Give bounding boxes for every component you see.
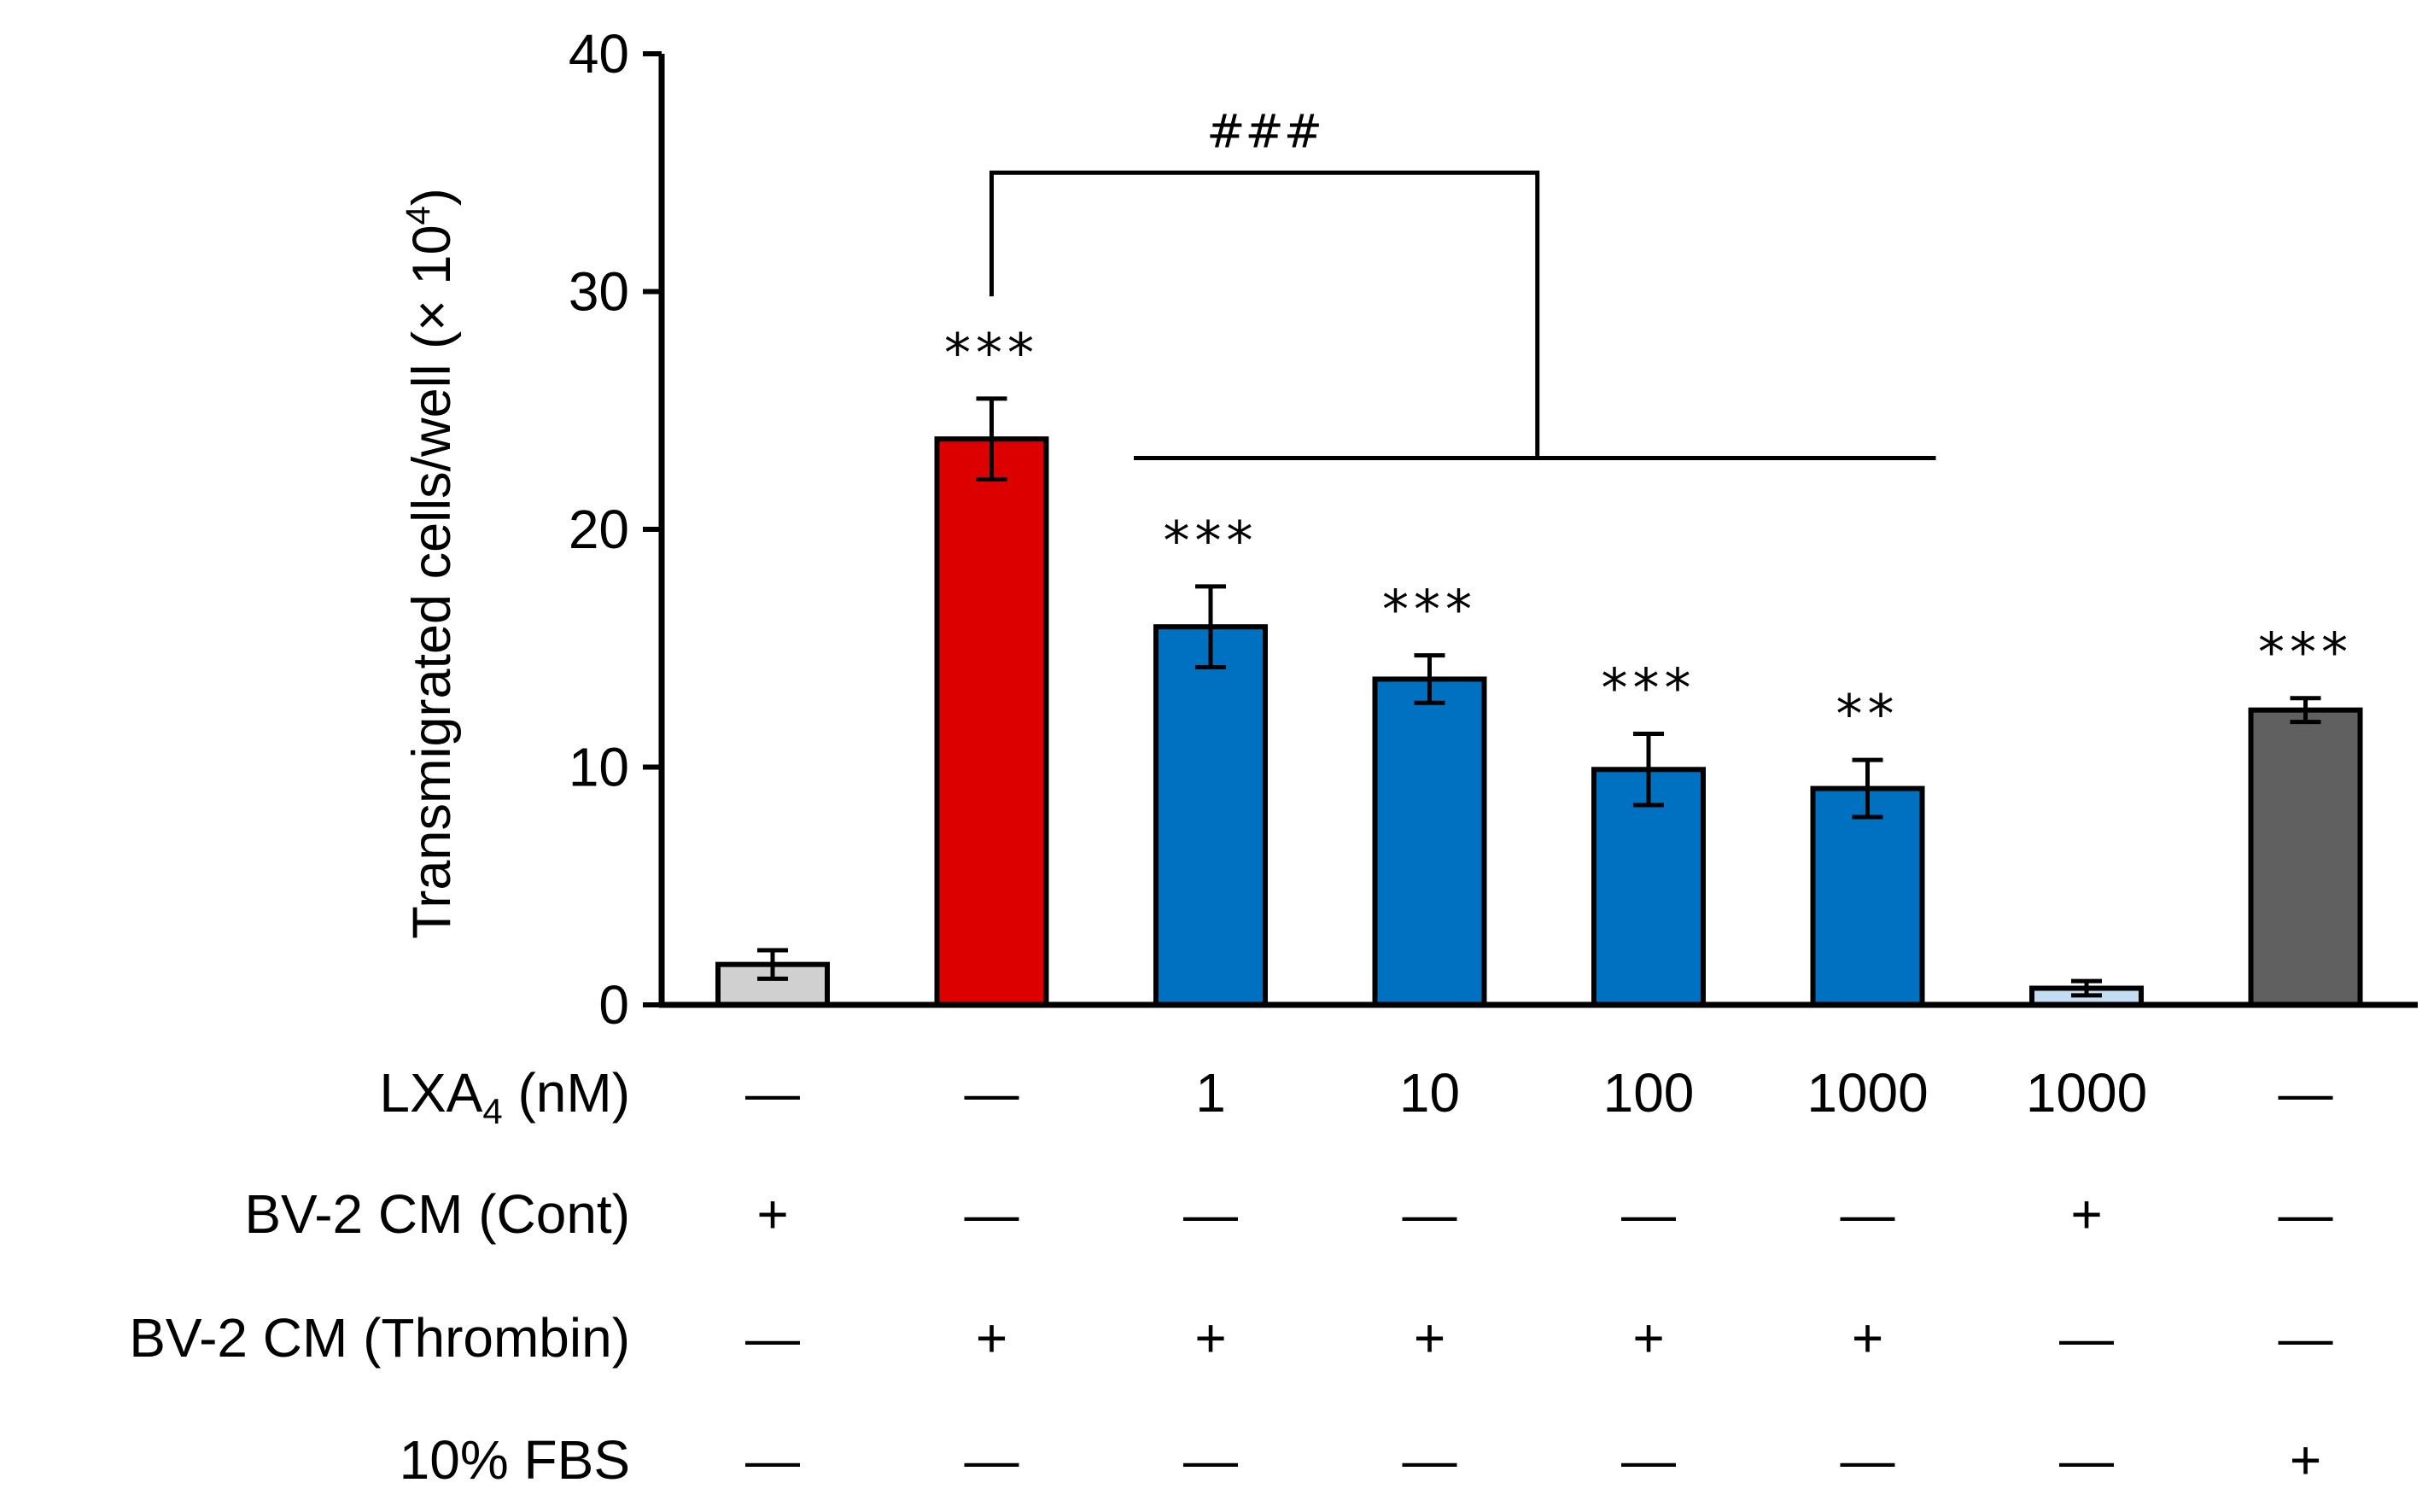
y-axis: 0 10 20 30 40 — [569, 23, 665, 1036]
condition-cell: — — [2279, 1062, 2333, 1124]
y-tick-label: 0 — [598, 974, 629, 1036]
condition-cell: + — [1852, 1307, 1883, 1369]
row-label-text: 10% FBS — [400, 1429, 630, 1491]
y-tick-label: 40 — [569, 23, 629, 85]
y-axis-label: Transmigrated cells/well (× 104) — [400, 188, 462, 938]
row-label: 10% FBS — [400, 1429, 630, 1491]
condition-cell: — — [2279, 1307, 2333, 1369]
condition-cell: 1000 — [2026, 1062, 2147, 1124]
condition-cell: — — [1841, 1429, 1895, 1491]
bar — [1591, 767, 1706, 1007]
y-axis-label-main: Transmigrated cells/well (× 10 — [402, 225, 462, 939]
row-label: BV-2 CM (Thrombin) — [129, 1307, 630, 1369]
row-label-text: BV-2 CM (Cont) — [244, 1183, 630, 1245]
condition-cell: + — [2290, 1429, 2321, 1491]
condition-cell: — — [965, 1429, 1019, 1491]
row-label-tail: (nM) — [503, 1062, 630, 1124]
condition-cell: + — [1194, 1307, 1226, 1369]
y-axis-label-close: ) — [402, 188, 462, 206]
row-label-subscript: 4 — [482, 1091, 502, 1131]
condition-cell: — — [1403, 1429, 1457, 1491]
condition-table: LXA4 (nM) — — 1 10 100 1000 1000 — BV-2 CM (Cont)… — [129, 1062, 2332, 1491]
condition-cell: + — [976, 1307, 1007, 1369]
significance-bracket: ### — [989, 104, 1936, 460]
condition-cell: — — [1403, 1183, 1457, 1245]
condition-cell: — — [965, 1062, 1019, 1124]
row-label-text: BV-2 CM (Thrombin) — [129, 1307, 630, 1369]
condition-cell: + — [1414, 1307, 1445, 1369]
bar — [1372, 676, 1487, 1008]
bracket-line — [989, 170, 1540, 458]
condition-cell: — — [1621, 1183, 1676, 1245]
bar — [934, 436, 1049, 1007]
condition-cell: — — [1621, 1429, 1676, 1491]
condition-cell: — — [1841, 1183, 1895, 1245]
condition-cell: + — [2070, 1183, 2102, 1245]
y-axis-label-sup: 4 — [400, 206, 437, 225]
bar — [1810, 785, 1925, 1007]
comparison-label: ### — [1206, 104, 1322, 158]
y-tick-label: 10 — [569, 737, 629, 798]
condition-cell: 1 — [1195, 1062, 1226, 1124]
condition-cell: — — [1183, 1429, 1238, 1491]
significance-label: *** — [1382, 579, 1477, 641]
bar — [1153, 624, 1268, 1007]
row-label: BV-2 CM (Cont) — [244, 1183, 630, 1245]
significance-label: *** — [2258, 622, 2353, 684]
error-bars — [757, 396, 2321, 998]
condition-cell: — — [1183, 1183, 1238, 1245]
row-label: LXA4 (nM) — [379, 1062, 630, 1131]
significance-label: *** — [944, 322, 1039, 384]
condition-cell: — — [745, 1062, 800, 1124]
row-label-text: LXA — [379, 1062, 482, 1124]
significance-labels: ************ ***** — [944, 322, 2353, 745]
significance-label: *** — [1602, 657, 1696, 720]
condition-cell: — — [2059, 1307, 2114, 1369]
significance-label: *** — [1164, 510, 1258, 572]
y-tick-label: 30 — [569, 261, 629, 323]
bar — [2248, 707, 2363, 1007]
condition-cell: — — [745, 1429, 800, 1491]
condition-cell: — — [745, 1307, 800, 1369]
bars — [715, 436, 2363, 1008]
significance-label: ** — [1836, 683, 1900, 745]
condition-cell: 10 — [1399, 1062, 1460, 1124]
condition-cell: — — [2279, 1183, 2333, 1245]
condition-cell: 100 — [1603, 1062, 1695, 1124]
condition-cell: + — [1632, 1307, 1664, 1369]
condition-cell: — — [965, 1183, 1019, 1245]
condition-cell: — — [2059, 1429, 2114, 1491]
condition-cell: 1000 — [1807, 1062, 1928, 1124]
y-tick-label: 20 — [569, 499, 629, 560]
condition-cell: + — [756, 1183, 788, 1245]
